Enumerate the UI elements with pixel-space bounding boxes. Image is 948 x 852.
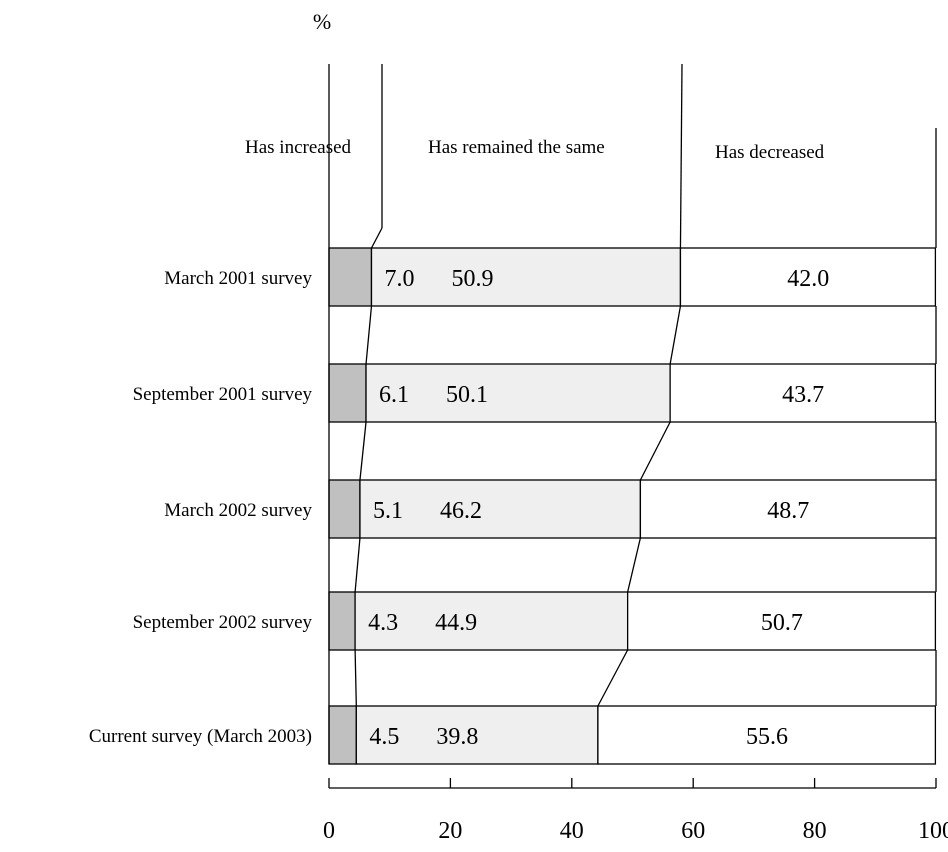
connector-line [359,421,367,481]
x-tick-label: 80 [803,818,827,844]
connector-line [365,305,373,365]
data-label: 4.5 [369,724,399,750]
bar-segment [328,363,367,423]
header-divider-line [370,227,383,249]
unit-label: % [313,9,331,34]
x-tick-label: 0 [323,818,335,844]
data-label: 48.7 [767,498,809,524]
category-label: March 2001 survey [164,268,312,289]
bar-segment [679,247,937,307]
legend-label: Has decreased [715,142,825,163]
category-label: Current survey (March 2003) [89,726,312,747]
legend-label: Has remained the same [428,137,605,158]
x-tick-label: 100 [918,818,948,844]
data-label: 43.7 [782,382,824,408]
bar-segment [354,591,629,651]
data-label: 39.8 [436,724,478,750]
data-label: 6.1 [379,382,409,408]
connector-line [354,537,361,593]
data-label: 46.2 [440,498,482,524]
bar-segment [597,705,937,765]
data-label: 4.3 [368,610,398,636]
data-label: 44.9 [435,610,477,636]
x-tick-label: 20 [438,818,462,844]
x-tick-label: 60 [681,818,705,844]
bar-segment [370,247,682,307]
connector-line [597,649,629,707]
connector-line [639,421,671,481]
connector-line [669,305,682,365]
category-label: September 2001 survey [133,384,313,405]
connector-line [627,537,642,593]
bar-segment [639,479,937,539]
category-label: September 2002 survey [133,612,313,633]
legend-label: Has increased [245,137,352,158]
bar-segment [328,591,356,651]
header-divider-line [679,63,683,249]
bar-segment [355,705,599,765]
data-label: 50.7 [761,610,803,636]
bar-segment [669,363,937,423]
x-tick-label: 40 [560,818,584,844]
connector-line [354,649,357,707]
bar-segment [365,363,671,423]
bar-segment [328,479,361,539]
data-label: 42.0 [787,266,829,292]
bar-segment [328,705,357,765]
bar-segment [359,479,642,539]
bar-segment [328,247,373,307]
data-label: 55.6 [746,724,788,750]
data-label: 7.0 [384,266,414,292]
data-label: 50.9 [451,266,493,292]
data-label: 5.1 [373,498,403,524]
bar-segment [626,591,937,651]
data-label: 50.1 [446,382,488,408]
category-label: March 2002 survey [164,500,312,521]
